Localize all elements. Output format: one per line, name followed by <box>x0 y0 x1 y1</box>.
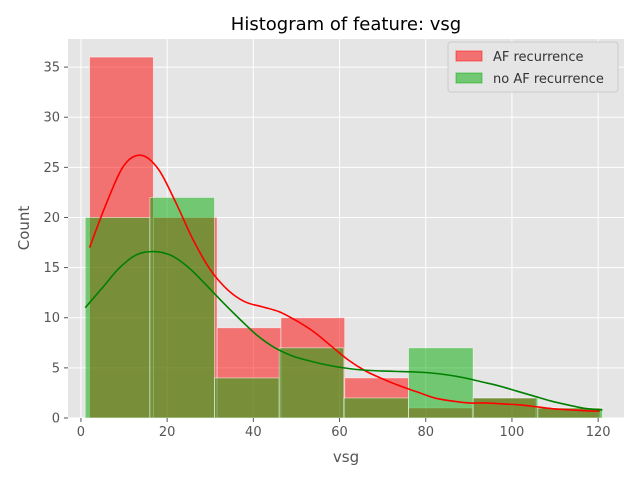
bar-no-af-recurrence <box>84 217 151 419</box>
y-tick-label: 0 <box>52 412 60 427</box>
bar-no-af-recurrence <box>214 377 280 419</box>
bar-no-af-recurrence <box>278 347 345 419</box>
legend-swatch-no-af-recurrence <box>455 72 483 84</box>
x-tick-label: 0 <box>77 425 85 440</box>
kde-curve-no-af-recurrence <box>84 250 603 411</box>
bar-no-af-recurrence <box>408 347 474 419</box>
y-tick-label: 5 <box>52 361 60 376</box>
y-axis-label: Count <box>15 206 33 251</box>
bar-no-af-recurrence <box>343 397 409 419</box>
chart-title: Histogram of feature: vsg <box>231 14 461 35</box>
legend-swatch-af-recurrence <box>455 50 483 62</box>
legend: AF recurrence no AF recurrence <box>447 41 619 93</box>
x-tick-label: 40 <box>245 425 262 440</box>
x-axis-ticks: 0 20 40 60 80 100 120 <box>77 418 611 440</box>
x-tick-label: 100 <box>500 425 525 440</box>
y-tick-label: 10 <box>43 311 60 326</box>
x-axis-label: vsg <box>333 448 359 466</box>
x-tick-label: 120 <box>586 425 611 440</box>
y-tick-label: 30 <box>43 111 60 126</box>
bar-no-af-recurrence <box>472 397 539 419</box>
legend-box <box>447 41 619 93</box>
y-tick-label: 20 <box>43 211 60 226</box>
kde-curve-af-recurrence <box>88 154 600 412</box>
bar-no-af-recurrence <box>537 407 603 419</box>
x-tick-label: 60 <box>331 425 348 440</box>
x-tick-label: 20 <box>159 425 176 440</box>
y-tick-label: 25 <box>43 161 60 176</box>
y-axis-ticks: 0 5 10 15 20 25 30 35 <box>43 61 68 427</box>
y-tick-label: 15 <box>43 261 60 276</box>
legend-label-af-recurrence: AF recurrence <box>493 50 584 65</box>
legend-label-no-af-recurrence: no AF recurrence <box>493 72 604 87</box>
kde-curves <box>84 154 603 412</box>
histogram-bars <box>84 56 603 419</box>
x-tick-label: 80 <box>417 425 434 440</box>
y-tick-label: 35 <box>43 61 60 76</box>
bar-no-af-recurrence <box>149 197 215 419</box>
